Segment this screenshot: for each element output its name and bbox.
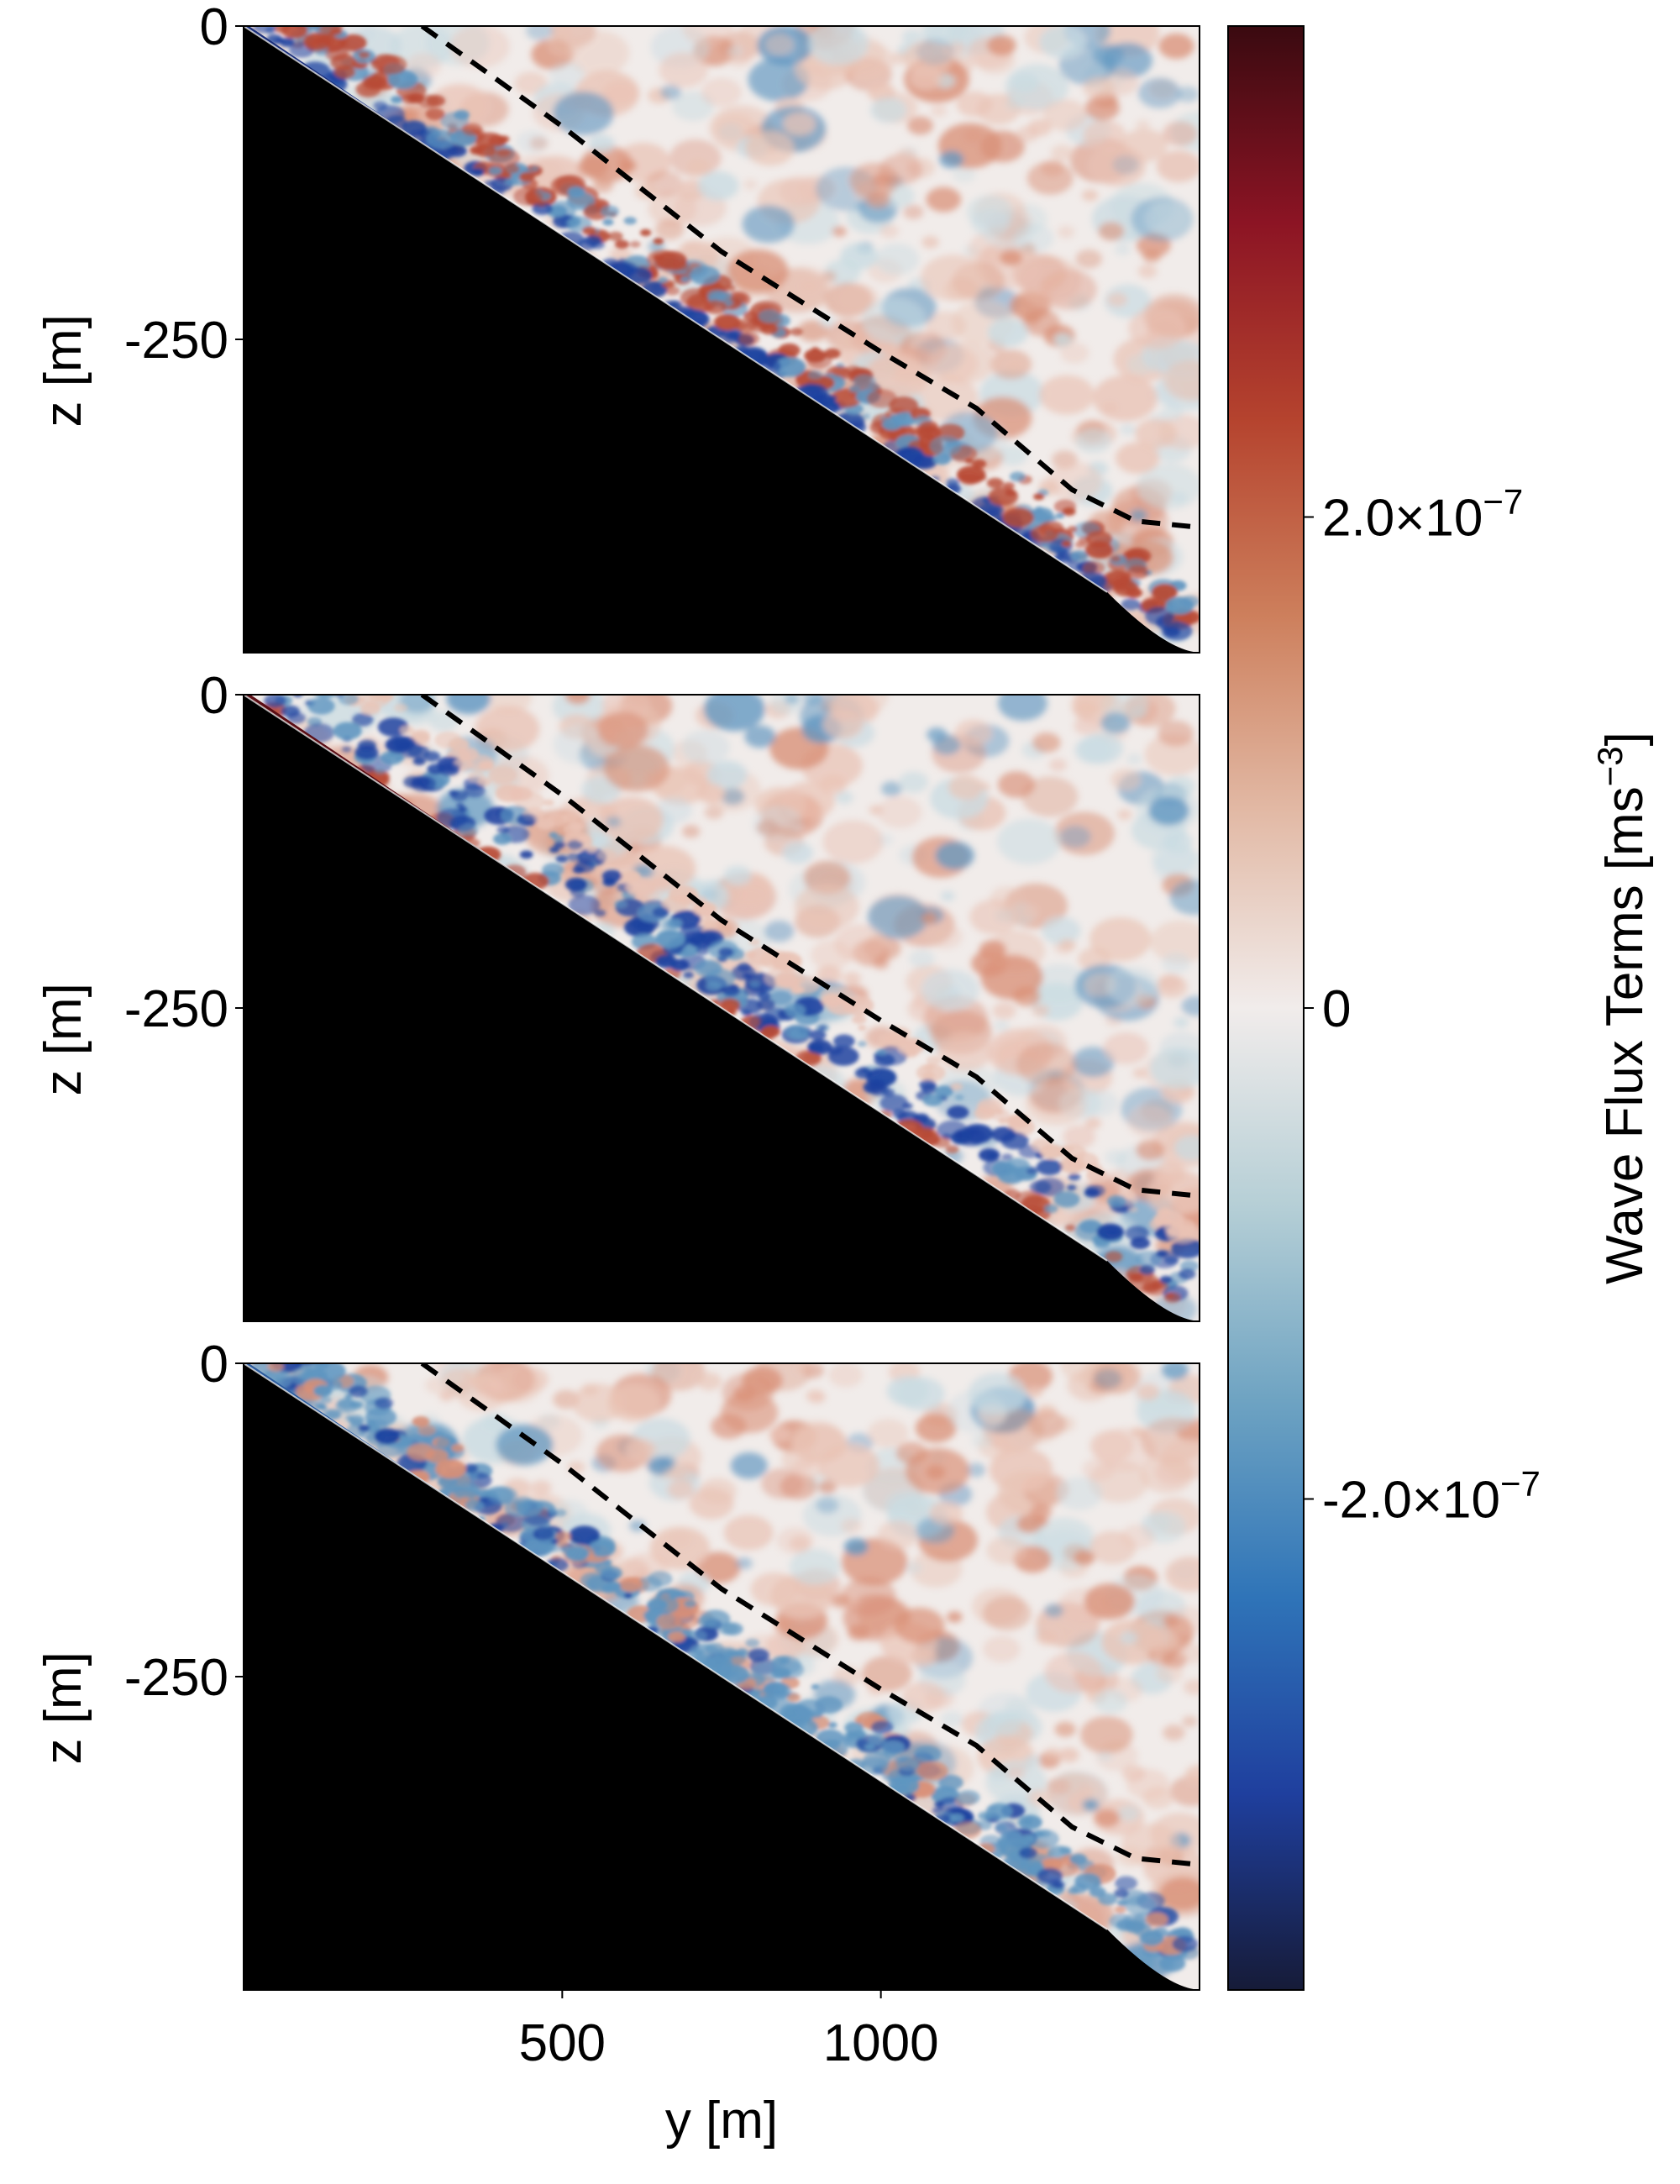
near-slope-band [261,695,1200,1304]
dashed-contour-line [420,1363,1200,1867]
colorbar-gradient [1227,25,1305,1991]
colorbar: 2.0×10−7 0 -2.0×10−7 Wave Flux Terms [ms−3… [1227,25,1654,1991]
panel-bottom: 0 -250 z [m] 500 1000 y [m] [34,1336,1200,2150]
ytick-label: 0 [200,667,228,725]
colorbar-tick-label: 2.0×10−7 [1322,482,1523,548]
panel-top: 0 -250 z [m] [34,0,1200,654]
x-axis-label: y [m] [665,2092,778,2150]
xtick-label: 500 [519,2014,606,2072]
near-slope-band [252,1363,1200,1972]
y-axis-label: z [m] [34,314,92,427]
panel-middle: 0 -250 z [m] [34,667,1200,1322]
xtick-label: 1000 [823,2014,939,2072]
ytick-label: 0 [200,1336,228,1394]
ytick-label: 0 [200,0,228,56]
ytick-label: -250 [124,980,228,1038]
colorbar-tick-label: -2.0×10−7 [1322,1464,1541,1530]
bathymetry [244,26,1200,653]
bathymetry [244,695,1200,1321]
bathymetry [244,1363,1200,1990]
colorbar-label: Wave Flux Terms [ms−3] [1590,732,1654,1284]
colorbar-label-close: ] [1596,732,1654,746]
y-axis-label: z [m] [34,1651,92,1764]
ytick-label: -250 [124,1649,228,1707]
colorbar-tick-label: 0 [1322,980,1351,1038]
colorbar-label-superscript: −3 [1590,746,1630,786]
dashed-contour-line [420,26,1200,530]
y-axis-label: z [m] [34,983,92,1095]
dashed-contour-line [420,695,1200,1199]
ytick-label: -250 [124,312,228,370]
